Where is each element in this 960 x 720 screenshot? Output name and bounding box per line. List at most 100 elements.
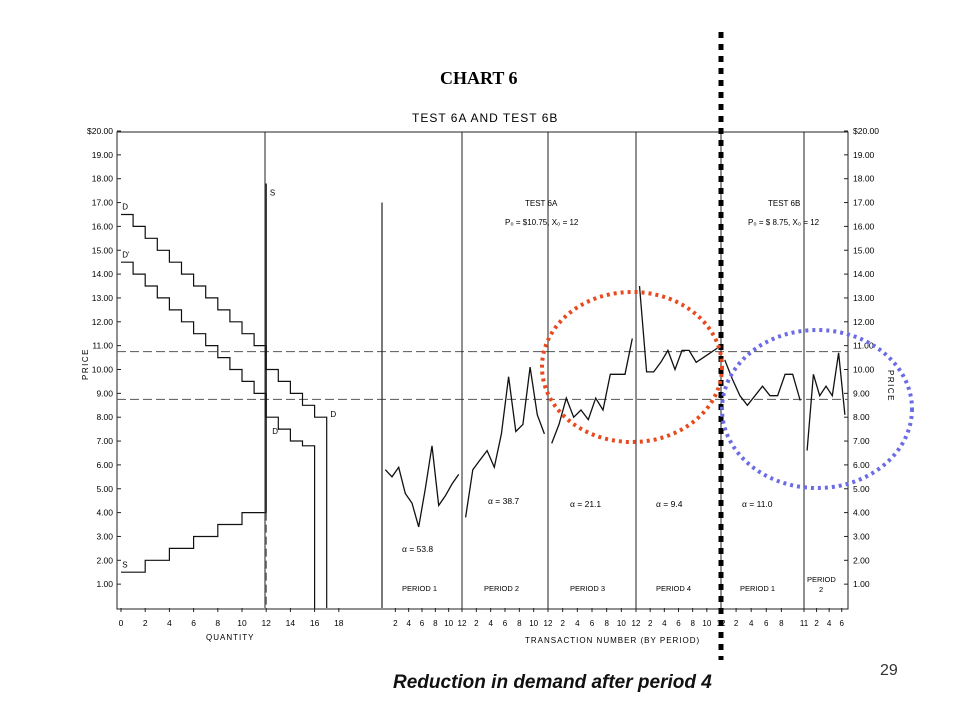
y-tick-label-right: 7.00 xyxy=(853,436,870,446)
y-tick-label-left: 1.00 xyxy=(96,579,113,589)
transaction-tick-label: 2 xyxy=(560,619,565,628)
price-series-period-6 xyxy=(806,352,846,451)
y-tick-label-left: 7.00 xyxy=(96,436,113,446)
transaction-tick-label: 4 xyxy=(406,619,411,628)
y-tick-label-right: 17.00 xyxy=(853,198,875,208)
transaction-tick-label: 6 xyxy=(839,619,844,628)
y-tick-label-left: 2.00 xyxy=(96,555,113,565)
y-tick-label-left: 11.00 xyxy=(92,341,113,351)
label-d-prime: D' xyxy=(122,250,130,259)
transaction-tick-label: 8 xyxy=(779,619,784,628)
transaction-tick-label: 4 xyxy=(488,619,493,628)
y-tick-label-right: 18.00 xyxy=(853,174,875,184)
transaction-tick-label: 2 xyxy=(393,619,398,628)
y-tick-label-left: 19.00 xyxy=(92,150,114,160)
transaction-tick-label: 8 xyxy=(517,619,522,628)
quantity-tick-label: 14 xyxy=(286,618,296,628)
y-tick-label-left: 18.00 xyxy=(92,174,114,184)
y-tick-label-left: 3.00 xyxy=(96,531,113,541)
y-tick-label-left: 10.00 xyxy=(92,365,114,375)
transaction-tick-label: 8 xyxy=(433,619,438,628)
highlight-circle-blue xyxy=(720,328,914,490)
transaction-tick-label: 6 xyxy=(420,619,425,628)
period-label: PERIOD 4 xyxy=(656,584,691,593)
transaction-tick-label: 12 xyxy=(632,619,641,628)
price-series-period-1 xyxy=(384,445,460,528)
transaction-tick-label: 12 xyxy=(544,619,553,628)
period-label-num: 2 xyxy=(819,585,823,594)
page-number: 29 xyxy=(880,662,898,679)
transaction-tick-label: 6 xyxy=(590,619,595,628)
y-tick-label-right: 6.00 xyxy=(853,460,870,470)
transaction-tick-label: 8 xyxy=(690,619,695,628)
transaction-tick-label: 10 xyxy=(529,619,538,628)
alpha-label: α = 11.0 xyxy=(742,499,773,509)
y-tick-label-left: 9.00 xyxy=(96,388,113,398)
transaction-tick-label: 2 xyxy=(648,619,653,628)
y-tick-label-right: 15.00 xyxy=(853,245,875,255)
quantity-tick-label: 8 xyxy=(215,618,220,628)
y-tick-label-right: 13.00 xyxy=(853,293,875,303)
y-tick-label-right: 14.00 xyxy=(853,269,875,279)
transaction-tick-label: 12 xyxy=(458,619,467,628)
quantity-tick-label: 2 xyxy=(143,618,148,628)
alpha-label: α = 9.4 xyxy=(656,499,683,509)
y-tick-label-left: 14.00 xyxy=(92,269,114,279)
demand-curve-d-prime xyxy=(121,261,316,608)
quantity-tick-label: 0 xyxy=(119,618,124,628)
y-tick-label-left: 6.00 xyxy=(96,460,113,470)
transaction-tick-label: 2 xyxy=(734,619,739,628)
period-label: PERIOD 3 xyxy=(570,584,605,593)
y-tick-label-right: $20.00 xyxy=(853,126,879,136)
transaction-tick-label: 6 xyxy=(764,619,769,628)
y-tick-label-left: 13.00 xyxy=(92,293,114,303)
quantity-tick-label: 4 xyxy=(167,618,172,628)
label-d-right: D xyxy=(330,410,336,419)
price-series-period-4 xyxy=(638,285,718,373)
y-tick-label-right: 12.00 xyxy=(853,317,875,327)
alpha-label: α = 21.1 xyxy=(570,499,601,509)
transaction-tick-label: 8 xyxy=(604,619,609,628)
label-d: D xyxy=(122,203,128,212)
y-tick-label-right: 4.00 xyxy=(853,508,870,518)
label-s: S xyxy=(122,560,127,569)
highlight-circle-red xyxy=(540,290,724,444)
y-tick-label-right: 19.00 xyxy=(853,150,875,160)
y-tick-label-left: 4.00 xyxy=(96,508,113,518)
y-tick-label-right: 16.00 xyxy=(853,221,875,231)
period-label: PERIOD 1 xyxy=(402,584,437,593)
quantity-tick-label: 10 xyxy=(237,618,247,628)
y-tick-label-right: 11.00 xyxy=(853,341,874,351)
transaction-axis-label: TRANSACTION NUMBER (BY PERIOD) xyxy=(525,636,700,645)
transaction-tick-label: 4 xyxy=(662,619,667,628)
price-series-period-5 xyxy=(724,359,801,407)
transaction-tick-label: 4 xyxy=(749,619,754,628)
test-6a-params: P₀ = $10.75, X₀ = 12 xyxy=(505,218,579,227)
y-axis-label-right: PRICE xyxy=(886,370,895,402)
label-s-top: S xyxy=(270,188,275,197)
alpha-label: α = 53.8 xyxy=(402,544,433,554)
transaction-tick-label: 11 xyxy=(800,619,809,628)
transaction-tick-label: 4 xyxy=(827,619,832,628)
y-tick-label-right: 10.00 xyxy=(853,365,875,375)
label-d-prime-right: D' xyxy=(272,427,280,436)
test-6a-name: TEST 6A xyxy=(525,199,558,208)
y-tick-label-right: 1.00 xyxy=(853,579,870,589)
quantity-tick-label: 18 xyxy=(334,618,344,628)
quantity-tick-label: 16 xyxy=(310,618,320,628)
transaction-tick-label: 4 xyxy=(575,619,580,628)
transaction-tick-label: 10 xyxy=(617,619,626,628)
period-label: PERIOD 2 xyxy=(484,584,519,593)
y-tick-label-right: 5.00 xyxy=(853,484,870,494)
chart-title: CHART 6 xyxy=(440,68,518,88)
y-tick-label-right: 3.00 xyxy=(853,531,870,541)
supply-curve-s xyxy=(121,183,267,573)
transaction-tick-label: 10 xyxy=(702,619,711,628)
y-tick-label-left: $20.00 xyxy=(87,126,113,136)
period-label: PERIOD xyxy=(807,575,836,584)
quantity-axis-label: QUANTITY xyxy=(206,633,254,642)
y-tick-label-right: 9.00 xyxy=(853,388,870,398)
plot-frame xyxy=(116,131,849,610)
y-axis-label-left: PRICE xyxy=(81,348,90,380)
